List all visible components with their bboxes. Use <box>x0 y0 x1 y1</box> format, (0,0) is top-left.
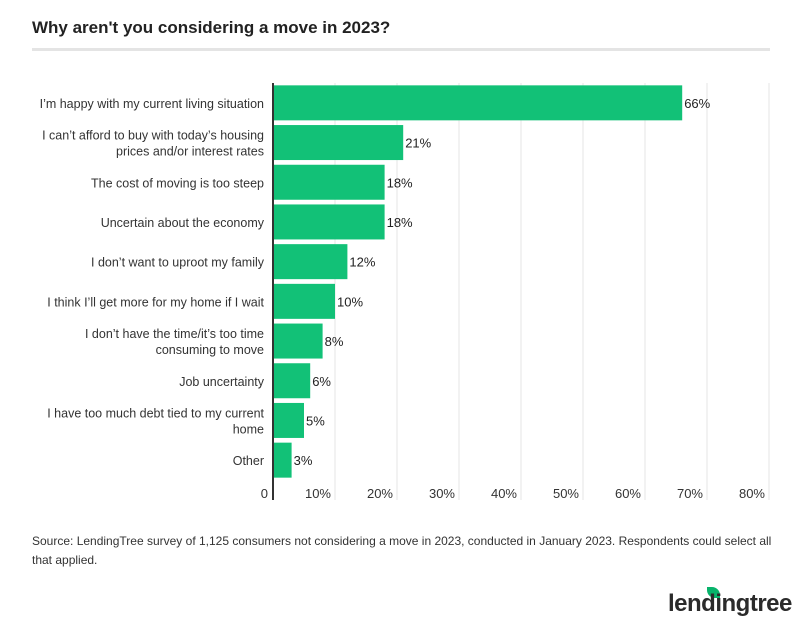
bar <box>273 363 311 399</box>
bar <box>273 204 385 240</box>
tick-label: 40% <box>491 486 517 501</box>
tick-label: 20% <box>367 486 393 501</box>
category-label: I don’t have the time/it’s too time <box>85 327 264 341</box>
bar-chart: 0 10% 20% 30% 40% 50% 60% 70% 80% 66% I’m happy wi… <box>40 83 770 501</box>
category-label: The cost of moving is too steep <box>91 176 264 190</box>
tick-label: 10% <box>305 486 331 501</box>
category-label: Job uncertainty <box>179 375 265 389</box>
data-label: 18% <box>387 215 413 230</box>
category-label: I can’t afford to buy with today’s housi… <box>42 129 264 143</box>
data-label: 3% <box>294 453 313 468</box>
tick-label: 70% <box>677 486 703 501</box>
category-label: I don’t want to uproot my family <box>91 256 265 270</box>
category-label: I’m happy with my current living situati… <box>40 97 264 111</box>
bar <box>273 402 304 438</box>
tick-label: 80% <box>739 486 765 501</box>
data-label: 5% <box>306 413 325 428</box>
bar <box>273 85 683 121</box>
category-label: Other <box>233 454 264 468</box>
leaf-icon <box>707 587 720 598</box>
source-note: Source: LendingTree survey of 1,125 cons… <box>32 534 772 567</box>
category-label: home <box>233 422 264 436</box>
bar <box>273 442 292 478</box>
tick-label: 60% <box>615 486 641 501</box>
data-label: 10% <box>337 294 363 309</box>
category-label: consuming to move <box>156 343 264 357</box>
chart-title: Why aren't you considering a move in 202… <box>32 18 391 37</box>
data-label: 21% <box>405 136 431 151</box>
category-label: prices and/or interest rates <box>116 145 264 159</box>
tick-label: 0 <box>261 486 268 501</box>
data-label: 66% <box>684 96 710 111</box>
tick-label: 30% <box>429 486 455 501</box>
bar <box>273 283 335 319</box>
tick-label: 50% <box>553 486 579 501</box>
category-label: I think I’ll get more for my home if I w… <box>47 295 264 309</box>
category-label: Uncertain about the economy <box>101 216 265 230</box>
category-label: I have too much debt tied to my current <box>47 406 264 420</box>
data-label: 6% <box>312 374 331 389</box>
bar <box>273 244 348 280</box>
data-label: 12% <box>349 255 375 270</box>
bar <box>273 164 385 200</box>
data-label: 8% <box>325 334 344 349</box>
data-label: 18% <box>387 175 413 190</box>
lendingtree-logo: lendingtree <box>668 590 792 617</box>
title-divider <box>32 48 770 51</box>
bar <box>273 125 404 161</box>
bar <box>273 323 323 359</box>
